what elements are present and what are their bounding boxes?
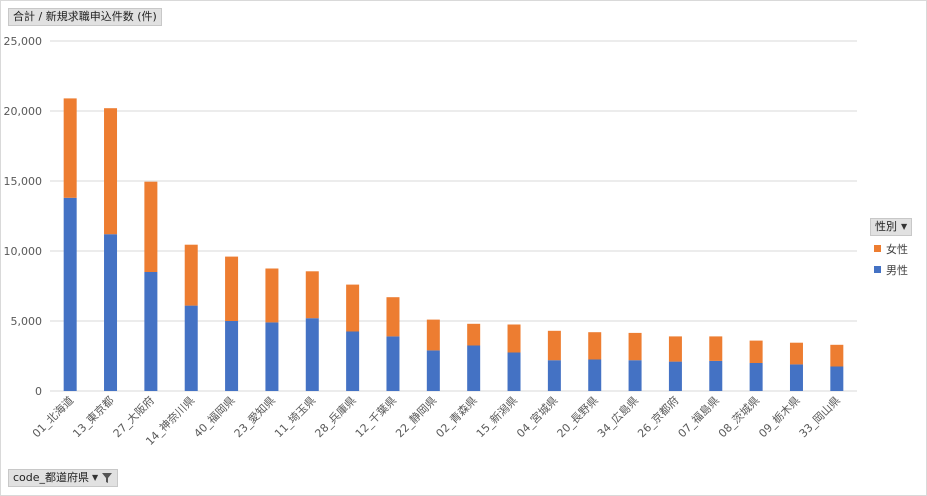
legend-swatch-female: [874, 245, 881, 252]
value-field-label: 合計 / 新規求職申込件数 (件): [13, 10, 157, 23]
y-tick-label: 5,000: [11, 315, 43, 328]
bar-segment-male[interactable]: [104, 234, 118, 391]
x-tick-label: 11_埼玉県: [271, 393, 318, 440]
bar-segment-female[interactable]: [63, 98, 77, 198]
row-field-label: code_都道府県: [13, 471, 90, 484]
bar-segment-female[interactable]: [789, 342, 803, 365]
bar-segment-female[interactable]: [104, 108, 118, 235]
x-tick-label: 07_福島県: [675, 393, 722, 440]
y-tick-label: 0: [35, 385, 42, 398]
row-field-button[interactable]: code_都道府県 ▼: [8, 469, 119, 487]
bar-segment-male[interactable]: [588, 359, 602, 392]
bar-segment-female[interactable]: [749, 340, 763, 363]
bar-segment-female[interactable]: [426, 319, 440, 351]
bar-segment-female[interactable]: [507, 324, 521, 353]
x-tick-label: 33_岡山県: [797, 394, 843, 440]
bar-segment-female[interactable]: [709, 336, 723, 361]
bar-segment-female[interactable]: [386, 297, 400, 337]
bar-segment-male[interactable]: [305, 318, 319, 391]
x-tick-label: 13_東京都: [70, 393, 117, 440]
legend-item-female[interactable]: 女性: [874, 238, 908, 259]
x-tick-label: 04_宮城県: [513, 393, 560, 440]
x-tick-label: 02_青森県: [433, 393, 480, 440]
bar-segment-female[interactable]: [346, 284, 360, 332]
bar-segment-male[interactable]: [225, 321, 239, 391]
value-field-button[interactable]: 合計 / 新規求職申込件数 (件): [8, 8, 162, 26]
bar-segment-female[interactable]: [588, 332, 602, 360]
filter-icon: [102, 473, 113, 483]
bar-segment-male[interactable]: [144, 272, 158, 391]
bar-segment-female[interactable]: [547, 330, 561, 361]
bar-segment-male[interactable]: [507, 352, 521, 392]
bar-segment-male[interactable]: [668, 361, 682, 391]
legend: 女性 男性: [874, 238, 908, 280]
bar-segment-male[interactable]: [547, 360, 561, 391]
x-tick-label: 20_長野県: [555, 394, 601, 440]
y-tick-label: 15,000: [4, 175, 43, 188]
y-tick-label: 25,000: [4, 35, 43, 48]
chevron-down-icon: ▼: [92, 473, 99, 482]
bar-segment-female[interactable]: [144, 181, 158, 272]
legend-item-male[interactable]: 男性: [874, 259, 908, 280]
bar-segment-male[interactable]: [346, 331, 360, 392]
x-tick-label: 12_千葉県: [352, 393, 399, 440]
bar-segment-male[interactable]: [789, 364, 803, 391]
bar-segment-male[interactable]: [265, 322, 279, 391]
legend-label-female: 女性: [886, 242, 908, 256]
x-tick-label: 34_広島県: [594, 393, 641, 440]
bar-segment-female[interactable]: [225, 256, 239, 321]
x-tick-label: 01_北海道: [29, 393, 76, 440]
bar-segment-male[interactable]: [63, 197, 77, 391]
bar-segment-male[interactable]: [830, 366, 844, 392]
bar-segment-female[interactable]: [668, 336, 682, 362]
x-tick-label: 22_静岡県: [392, 393, 439, 440]
bar-segment-male[interactable]: [709, 360, 723, 391]
bar-segment-male[interactable]: [386, 336, 400, 391]
x-tick-label: 28_兵庫県: [312, 393, 359, 440]
x-tick-label: 15_新潟県: [473, 393, 520, 440]
x-tick-label: 09_栃木県: [756, 393, 803, 440]
legend-field-label: 性別: [875, 220, 897, 233]
chevron-down-icon: ▼: [901, 222, 908, 231]
x-tick-label: 08_茨城県: [715, 393, 762, 440]
bar-segment-female[interactable]: [184, 244, 198, 306]
bar-segment-female[interactable]: [467, 323, 481, 346]
bar-segment-male[interactable]: [184, 305, 198, 391]
bar-segment-male[interactable]: [749, 363, 763, 391]
bar-segment-female[interactable]: [628, 332, 642, 361]
bar-segment-male[interactable]: [426, 350, 440, 391]
bar-segment-male[interactable]: [467, 345, 481, 392]
bar-segment-male[interactable]: [628, 360, 642, 391]
x-tick-label: 26_京都府: [635, 393, 682, 440]
y-tick-label: 10,000: [4, 245, 43, 258]
x-tick-label: 23_愛知県: [231, 393, 278, 440]
bar-segment-female[interactable]: [265, 268, 279, 323]
legend-swatch-male: [874, 266, 881, 273]
x-tick-label: 40_福岡県: [191, 393, 238, 440]
legend-field-button[interactable]: 性別 ▼: [870, 218, 913, 236]
legend-label-male: 男性: [886, 263, 908, 277]
bar-segment-female[interactable]: [830, 344, 844, 367]
bar-segment-female[interactable]: [305, 271, 319, 319]
y-tick-label: 20,000: [4, 105, 43, 118]
